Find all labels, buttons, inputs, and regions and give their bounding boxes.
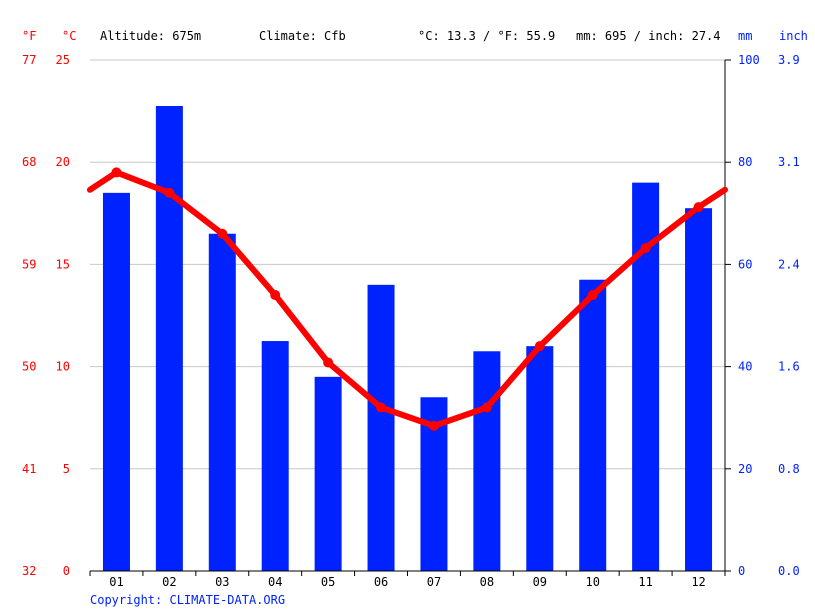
fahrenheit-tick-label: 59 [22, 257, 36, 271]
mm-tick-label: 20 [738, 462, 752, 476]
month-tick-label: 10 [585, 575, 599, 589]
month-tick-label: 05 [321, 575, 335, 589]
mm-tick-label: 100 [738, 53, 760, 67]
inch-tick-label: 2.4 [778, 257, 800, 271]
fahrenheit-tick-label: 77 [22, 53, 36, 67]
temperature-point [481, 402, 492, 413]
month-tick-label: 09 [533, 575, 547, 589]
precipitation-total-label: mm: 695 / inch: 27.4 [576, 29, 721, 43]
temperature-average-label: °C: 13.3 / °F: 55.9 [418, 29, 555, 43]
copyright-link[interactable]: Copyright: CLIMATE-DATA.ORG [90, 593, 285, 607]
celsius-tick-label: 20 [56, 155, 70, 169]
month-tick-label: 07 [427, 575, 441, 589]
month-tick-label: 08 [480, 575, 494, 589]
mm-tick-label: 0 [738, 564, 745, 578]
mm-tick-label: 60 [738, 257, 752, 271]
temperature-point [164, 187, 175, 198]
inch-tick-label: 3.1 [778, 155, 800, 169]
month-tick-label: 11 [638, 575, 652, 589]
inch-unit-label: inch [779, 29, 808, 43]
inch-tick-label: 3.9 [778, 53, 800, 67]
gridlines [90, 59, 725, 470]
month-tick-label: 02 [162, 575, 176, 589]
fahrenheit-unit-label: °F [22, 29, 36, 43]
mm-unit-label: mm [738, 29, 752, 43]
precipitation-bar [685, 208, 713, 571]
precipitation-bar [579, 279, 607, 571]
inch-tick-label: 1.6 [778, 360, 800, 374]
temperature-line [87, 167, 728, 431]
month-tick-label: 12 [691, 575, 705, 589]
mm-tick-label: 40 [738, 360, 752, 374]
temperature-point [217, 228, 228, 239]
celsius-tick-label: 0 [63, 564, 70, 578]
precipitation-bar [473, 351, 501, 571]
temperature-point [428, 420, 439, 431]
altitude-label: Altitude: 675m [100, 29, 201, 43]
inch-tick-label: 0.0 [778, 564, 800, 578]
temperature-point [534, 341, 545, 352]
month-tick-label: 03 [215, 575, 229, 589]
precipitation-bar [261, 341, 289, 571]
fahrenheit-tick-label: 32 [22, 564, 36, 578]
temperature-point [587, 290, 598, 301]
precipitation-bar [314, 376, 342, 571]
fahrenheit-tick-label: 50 [22, 360, 36, 374]
precipitation-bar [367, 284, 395, 571]
celsius-tick-label: 5 [63, 462, 70, 476]
temperature-point [640, 243, 651, 254]
temperature-point [376, 402, 387, 413]
celsius-unit-label: °C [62, 29, 76, 43]
fahrenheit-tick-label: 68 [22, 155, 36, 169]
month-tick-label: 04 [268, 575, 282, 589]
temperature-series-line [87, 169, 728, 429]
fahrenheit-tick-label: 41 [22, 462, 36, 476]
temperature-point [270, 290, 281, 301]
precipitation-bar [526, 346, 554, 571]
temperature-point [693, 202, 704, 213]
month-tick-label: 06 [374, 575, 388, 589]
climate-label: Climate: Cfb [259, 29, 346, 43]
mm-tick-label: 80 [738, 155, 752, 169]
precipitation-bar [155, 105, 183, 572]
inch-tick-label: 0.8 [778, 462, 800, 476]
month-tick-label: 01 [109, 575, 123, 589]
temperature-point [323, 357, 334, 368]
celsius-tick-label: 25 [56, 53, 70, 67]
celsius-tick-label: 15 [56, 257, 70, 271]
precipitation-bars [102, 105, 713, 572]
precipitation-bar [102, 192, 130, 572]
temperature-point [111, 167, 122, 178]
tick-labels: 32 0 0 0.0 41 5 20 0.8 50 10 40 1.6 59 15 60 2.4 68 20 80 3… [22, 53, 800, 589]
precipitation-bar [208, 233, 236, 572]
axes [89, 59, 731, 576]
celsius-tick-label: 10 [56, 360, 70, 374]
